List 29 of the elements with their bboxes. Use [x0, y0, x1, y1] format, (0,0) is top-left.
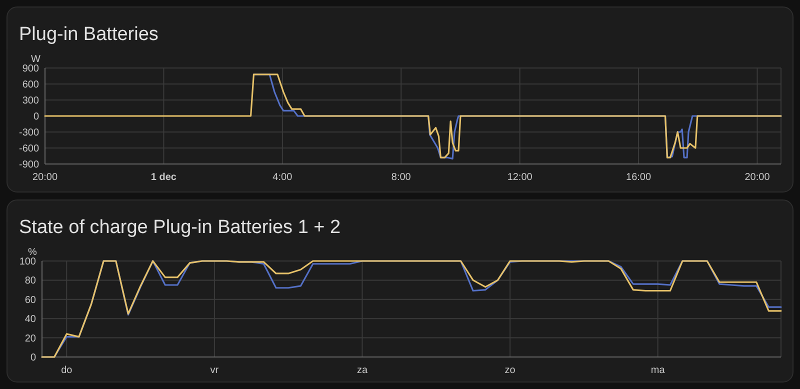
y-axis-title: W — [31, 54, 41, 65]
x-tick-label: do — [61, 365, 73, 376]
x-tick-label: 20:00 — [744, 172, 770, 183]
y-tick-label: -300 — [18, 128, 40, 138]
y-axis-title: % — [28, 247, 37, 258]
y-tick-label: 300 — [22, 96, 40, 106]
x-tick-label: za — [356, 365, 368, 376]
x-tick-label: 12:00 — [507, 172, 533, 183]
x-tick-label: 8:00 — [391, 172, 412, 183]
y-tick-label: 900 — [22, 64, 40, 74]
y-tick-label: 100 — [19, 256, 36, 268]
x-tick-label: ma — [650, 365, 666, 376]
x-tick-label: 16:00 — [626, 172, 652, 183]
y-tick-label: 80 — [24, 276, 36, 287]
y-tick-label: -900 — [18, 160, 40, 170]
y-tick-label: 600 — [22, 80, 40, 90]
y-tick-label: 20 — [24, 333, 36, 344]
x-tick-label: 4:00 — [272, 172, 293, 183]
chart-title: Plug-in Batteries — [19, 24, 158, 45]
y-tick-label: -600 — [18, 144, 40, 154]
x-tick-label: zo — [504, 365, 516, 376]
x-tick-label: 1 dec — [150, 172, 177, 183]
y-tick-label: 0 — [30, 352, 36, 364]
chart-title: State of charge Plug-in Batteries 1 + 2 — [19, 217, 341, 238]
y-tick-label: 0 — [33, 112, 40, 122]
y-tick-label: 60 — [24, 294, 36, 306]
x-tick-label: 20:00 — [32, 172, 58, 183]
x-tick-label: vr — [210, 365, 220, 376]
y-tick-label: 40 — [24, 314, 36, 326]
